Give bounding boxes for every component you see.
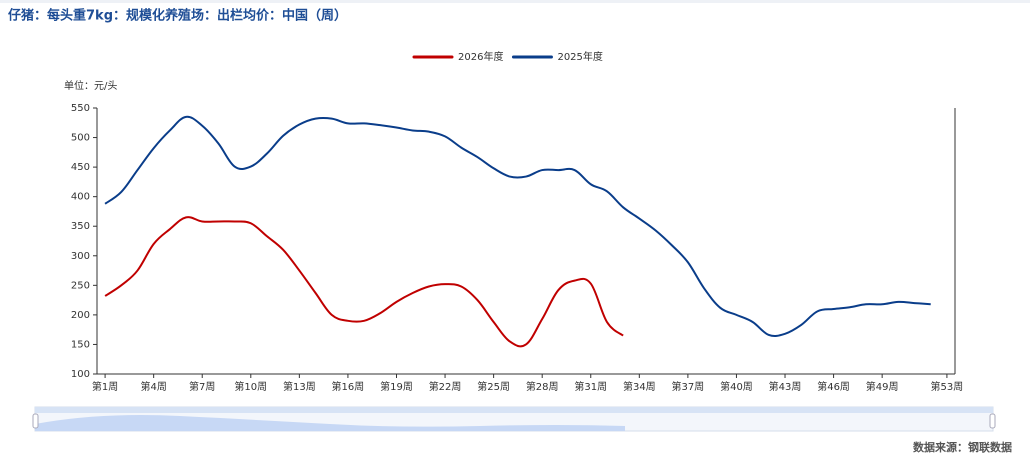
y-tick-label: 250 (71, 280, 90, 291)
x-tick-label: 第46周 (817, 380, 850, 393)
y-tick-label: 450 (71, 162, 90, 173)
source: 数据来源：钢联数据 (913, 440, 1012, 454)
x-tick-label: 第4周 (140, 380, 166, 393)
x-tick-label: 第49周 (866, 380, 899, 393)
y-tick-label: 300 (71, 251, 90, 262)
x-tick-label: 第34周 (623, 380, 656, 393)
slider-handle[interactable] (32, 413, 39, 429)
top-bar (0, 0, 1030, 3)
x-tick-label: 第28周 (526, 380, 559, 393)
x-tick-label: 第31周 (574, 380, 607, 393)
x-tick-label: 第1周 (92, 380, 118, 393)
slider-handle[interactable] (989, 413, 996, 429)
slider-top (35, 407, 993, 413)
series-line (104, 115, 931, 338)
chart-title: 仔猪：每头重7kg：规模化养殖场：出栏均价：中国（周） (8, 8, 347, 24)
series-line (104, 216, 624, 348)
legend-label: 2026年度 (458, 50, 503, 63)
x-tick-label: 第22周 (429, 380, 462, 393)
zoom-slider[interactable] (32, 406, 996, 432)
y-tick-label: 550 (71, 103, 90, 114)
y-tick-label: 200 (71, 310, 90, 321)
x-tick-label: 第16周 (332, 380, 365, 393)
y-tick-label: 150 (71, 339, 90, 350)
y-axis-unit: 单位：元/头 (64, 79, 117, 92)
y-tick-label: 400 (71, 192, 90, 203)
x-tick-label: 第10周 (234, 380, 267, 393)
y-tick-label: 350 (71, 221, 90, 232)
slider-preview (35, 415, 625, 431)
y-tick-label: 500 (71, 133, 90, 144)
x-tick-label: 第43周 (769, 380, 802, 393)
y-tick-label: 100 (71, 369, 90, 380)
x-tick-label: 第37周 (672, 380, 705, 393)
x-tick-label: 第53周 (931, 380, 964, 393)
x-tick-label: 第25周 (477, 380, 510, 393)
x-tick-label: 第40周 (720, 380, 753, 393)
x-tick-label: 第7周 (189, 380, 215, 393)
x-tick-label: 第13周 (283, 380, 316, 393)
x-tick-label: 第19周 (380, 380, 413, 393)
legend-label: 2025年度 (557, 50, 602, 63)
